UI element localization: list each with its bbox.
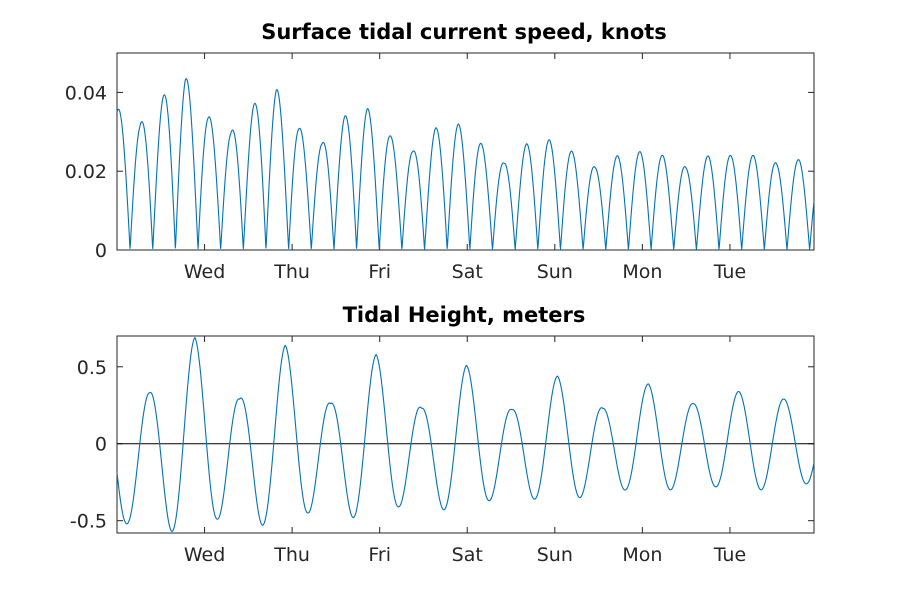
x-tick-label: Wed — [184, 261, 225, 283]
y-tick-label: 0 — [95, 240, 107, 262]
tidal-height-panel: Tidal Height, meters Wed Thu Fri Sat Sun Mon T… — [70, 303, 815, 566]
tidal-height-series-line — [116, 337, 815, 532]
tidal-height-title: Tidal Height, meters — [343, 303, 586, 327]
x-tick-label: Thu — [273, 261, 310, 283]
tidal-height-tick-labels: Wed Thu Fri Sat Sun Mon Tue -0.5 0 0.5 — [70, 357, 746, 566]
y-tick-label: -0.5 — [70, 511, 107, 533]
x-tick-label: Mon — [622, 261, 662, 283]
x-tick-label: Tue — [713, 261, 746, 283]
x-tick-label: Wed — [184, 544, 225, 566]
current-speed-tick-labels: Wed Thu Fri Sat Sun Mon Tue 0 0.02 0.04 — [65, 82, 746, 283]
y-tick-label: 0 — [95, 434, 107, 456]
y-tick-label: 0.5 — [77, 357, 107, 379]
x-tick-label: Sun — [537, 261, 573, 283]
current-speed-series-line — [116, 78, 815, 250]
current-speed-axes-box — [116, 52, 815, 251]
tidal-height-plot-area — [116, 337, 815, 532]
tidal-height-ticks — [117, 336, 814, 533]
x-tick-label: Mon — [622, 544, 662, 566]
x-tick-label: Fri — [368, 261, 391, 283]
x-tick-label: Sat — [452, 261, 483, 283]
x-tick-label: Sun — [537, 544, 573, 566]
current-speed-ticks — [117, 53, 814, 251]
x-tick-label: Tue — [713, 544, 746, 566]
x-tick-label: Fri — [368, 544, 391, 566]
current-speed-panel: Surface tidal current speed, knots Wed Th… — [65, 20, 815, 283]
x-tick-label: Sat — [452, 544, 483, 566]
x-tick-label: Thu — [273, 544, 310, 566]
current-speed-title: Surface tidal current speed, knots — [261, 20, 667, 44]
tidal-height-axes-box — [116, 335, 815, 534]
y-tick-label: 0.02 — [65, 161, 107, 183]
current-speed-plot-area — [116, 78, 815, 250]
y-tick-label: 0.04 — [65, 82, 107, 104]
